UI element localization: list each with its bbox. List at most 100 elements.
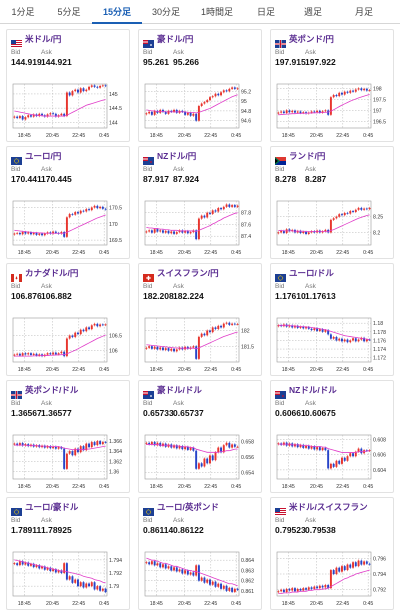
candle-body	[184, 230, 187, 233]
price-chart[interactable]: 8.25 8.2 18:45 20:45 22:45 0:45	[275, 195, 391, 259]
y-tick-label: 1.362	[109, 459, 122, 465]
candle-body	[27, 115, 30, 118]
pair-title[interactable]: ランド/円	[289, 151, 326, 161]
currency-card[interactable]: 英ポンド/ドル Bid Ask 1.36567 1.36577 1.366 1.364 1.3…	[6, 380, 130, 493]
price-chart[interactable]: 0.796 0.794 0.792 18:45 20:45 22:45 0:45	[275, 546, 391, 610]
bid-label: Bid	[275, 400, 285, 407]
candle-body	[222, 445, 225, 453]
bid-value: 197.915	[275, 57, 306, 67]
currency-card[interactable]: 米ドル/円 Bid Ask 144.919 144.921 145 144.5 144 18:4…	[6, 29, 130, 142]
price-chart[interactable]: 182 181.5 18:45 20:45 22:45 0:45	[143, 312, 259, 376]
price-chart[interactable]: 95.2 95 94.8 94.6 18:45 20:45 22:45 0:45	[143, 78, 259, 142]
moving-average-line	[278, 324, 370, 340]
candle-body	[38, 233, 41, 235]
price-chart[interactable]: 170.5 170 169.5 18:45 20:45 22:45 0:45	[11, 195, 127, 259]
candle-body	[214, 327, 217, 329]
candle-body	[21, 353, 24, 356]
candle-body	[329, 570, 332, 589]
price-chart[interactable]: 198 197.5 197 196.5 18:45 20:45 22:45 0:45	[275, 78, 391, 142]
currency-card[interactable]: 豪ドル/円 Bid Ask 95.261 95.266 95.2 95 94.8 94.6 18:…	[138, 29, 262, 142]
bid-value: 87.917	[143, 174, 169, 184]
candle-body	[316, 447, 319, 450]
candle-body	[329, 334, 332, 339]
candle-body	[338, 214, 341, 217]
candle-body	[354, 89, 357, 92]
candle-body	[203, 577, 206, 583]
y-tick-label: 94.6	[241, 119, 251, 125]
x-tick-label: 22:45	[72, 133, 85, 139]
quote-labels: Bid Ask	[275, 283, 389, 291]
price-chart[interactable]: 145 144.5 144 18:45 20:45 22:45 0:45	[11, 78, 127, 142]
y-tick-label: 0.863	[241, 568, 254, 574]
pair-title[interactable]: スイスフラン/円	[157, 268, 219, 278]
currency-card[interactable]: ユーロ/ドル Bid Ask 1.17610 1.17613 1.18 1.178 1.176…	[270, 263, 394, 376]
tab-3[interactable]: 30分足	[151, 7, 180, 17]
pair-title[interactable]: ユーロ/豪ドル	[25, 502, 79, 512]
pair-title[interactable]: 豪ドル/円	[157, 34, 194, 44]
candle-body	[99, 206, 102, 209]
ask-value: 1.78925	[41, 525, 72, 535]
currency-card[interactable]: 米ドル/スイスフラン Bid Ask 0.79523 0.79538 0.796 0.794…	[270, 497, 394, 610]
x-tick-label: 22:45	[204, 367, 217, 373]
candle-body	[335, 336, 338, 341]
pair-title[interactable]: 米ドル/スイスフラン	[289, 502, 368, 512]
pair-title[interactable]: 豪ドル/ドル	[157, 385, 202, 395]
candle-body	[346, 456, 349, 461]
pair-title[interactable]: 英ポンド/円	[289, 34, 334, 44]
tab-6[interactable]: 週足	[303, 7, 322, 17]
currency-card[interactable]: ユーロ/豪ドル Bid Ask 1.78911 1.78925 1.794 1.792 1.7…	[6, 497, 130, 610]
candle-body	[30, 115, 32, 117]
candle-body	[21, 116, 24, 120]
x-tick-label: 0:45	[363, 250, 373, 256]
currency-card[interactable]: 英ポンド/円 Bid Ask 197.915 197.922 198 197.5 197 196…	[270, 29, 394, 142]
candle-body	[189, 232, 192, 234]
price-chart[interactable]: 0.864 0.863 0.862 0.861 18:45 20:45 22:45 0:45	[143, 546, 259, 610]
candle-body	[52, 113, 55, 115]
price-chart[interactable]: 87.8 87.6 87.4 18:45 20:45 22:45 0:45	[143, 195, 259, 259]
y-tick-label: 0.796	[373, 556, 386, 562]
candle-body	[13, 233, 16, 235]
pair-title[interactable]: NZドル/円	[157, 151, 197, 161]
currency-card[interactable]: カナダドル/円 Bid Ask 106.876 106.882 106.5 106 18:45…	[6, 263, 130, 376]
x-tick-label: 20:45	[310, 484, 323, 490]
pair-title[interactable]: 米ドル/円	[25, 34, 62, 44]
currency-card[interactable]: ランド/円 Bid Ask 8.278 8.287 8.25 8.2 18:45 20:45 22…	[270, 146, 394, 259]
price-chart[interactable]: 1.794 1.792 1.79 18:45 20:45 22:45 0:45	[11, 546, 127, 610]
pair-title[interactable]: 英ポンド/ドル	[25, 385, 79, 395]
flag-eu-icon	[11, 503, 22, 516]
pair-title[interactable]: ユーロ/ドル	[289, 268, 334, 278]
tab-7[interactable]: 月足	[354, 7, 373, 17]
candle-body	[60, 231, 63, 234]
tab-1[interactable]: 5分足	[57, 7, 81, 17]
tab-2[interactable]: 15分足	[92, 0, 142, 24]
price-chart[interactable]: 106.5 106 18:45 20:45 22:45 0:45	[11, 312, 127, 376]
flag-us-icon	[275, 503, 286, 516]
candle-body	[30, 232, 32, 235]
currency-card[interactable]: ユーロ/英ポンド Bid Ask 0.86114 0.86122 0.864 0.863 0.…	[138, 497, 262, 610]
candle-body	[150, 230, 153, 233]
pair-title[interactable]: ユーロ/英ポンド	[157, 502, 219, 512]
pair-title[interactable]: ユーロ/円	[25, 151, 62, 161]
pair-title[interactable]: カナダドル/円	[25, 268, 79, 278]
tab-0[interactable]: 1分足	[11, 7, 35, 17]
candle-body	[228, 322, 231, 325]
candle-body	[329, 97, 332, 115]
x-tick-label: 22:45	[336, 250, 349, 256]
currency-card[interactable]: 豪ドル/ドル Bid Ask 0.65733 0.65737 0.658 0.656 0.65…	[138, 380, 262, 493]
tab-5[interactable]: 日足	[256, 7, 275, 17]
currency-card[interactable]: ユーロ/円 Bid Ask 170.441 170.445 170.5 170 169.5 18…	[6, 146, 130, 259]
y-tick-label: 1.366	[109, 439, 122, 445]
pair-title[interactable]: NZドル/ドル	[289, 385, 337, 395]
currency-card[interactable]: スイスフラン/円 Bid Ask 182.208 182.224 182 181.5 18:4…	[138, 263, 262, 376]
price-chart[interactable]: 0.608 0.606 0.604 18:45 20:45 22:45 0:45	[275, 429, 391, 493]
price-chart[interactable]: 1.366 1.364 1.362 1.36 18:45 20:45 22:45 0:45	[11, 429, 127, 493]
tab-4[interactable]: 1時間足	[200, 7, 233, 17]
currency-card[interactable]: NZドル/ドル Bid Ask 0.60661 0.60675 0.608 0.606 0.6…	[270, 380, 394, 493]
bid-value: 170.441	[11, 174, 42, 184]
candle-body	[71, 576, 74, 583]
currency-card[interactable]: NZドル/円 Bid Ask 87.917 87.924 87.8 87.6 87.4 18:4…	[138, 146, 262, 259]
candle-body	[338, 338, 341, 341]
candle-body	[354, 562, 357, 567]
price-chart[interactable]: 0.658 0.656 0.654 18:45 20:45 22:45 0:45	[143, 429, 259, 493]
price-chart[interactable]: 1.18 1.178 1.176 1.174 1.172 18:45 20:45 22:45 0…	[275, 312, 391, 376]
